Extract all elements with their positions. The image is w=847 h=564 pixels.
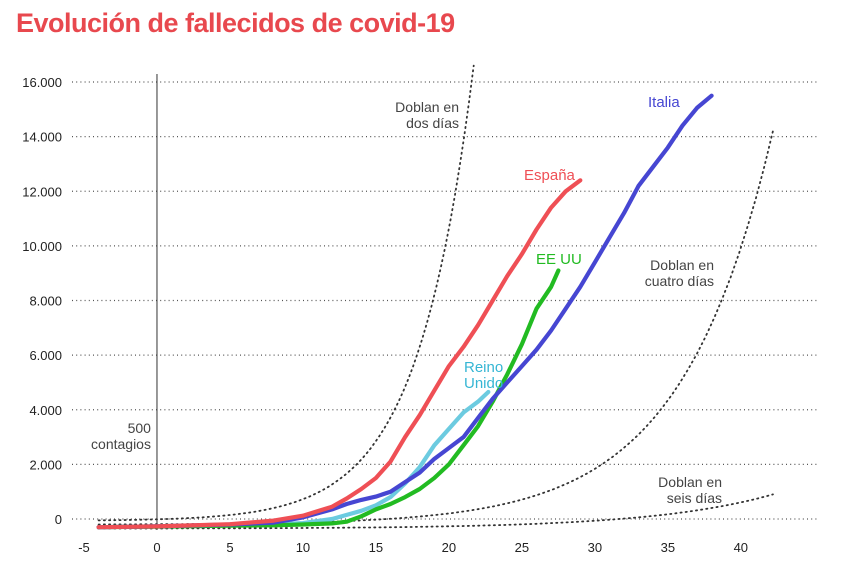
reference-curve-label: dos días	[406, 115, 459, 131]
x-tick-label: -5	[78, 540, 90, 555]
series-label-ee-uu: EE UU	[536, 251, 582, 268]
reference-curve-label: seis días	[667, 490, 722, 506]
y-tick-label: 2.000	[29, 457, 62, 472]
x-tick-label: 25	[515, 540, 529, 555]
y-tick-label: 6.000	[29, 348, 62, 363]
y-tick-label: 4.000	[29, 403, 62, 418]
curve-doblan-dos-dias	[97, 64, 475, 522]
y-tick-label: 16.000	[22, 75, 62, 90]
grid: 0 2.000 4.000 6.000 8.000 10.000 12.000 14.000 1…	[22, 74, 818, 555]
series-line-ee-uu	[96, 268, 561, 530]
series-label-espana: España	[524, 167, 576, 184]
y-tick-label: 14.000	[22, 130, 62, 145]
series-label-reino-unido: Reino	[464, 359, 503, 376]
reference-curve-label: cuatro días	[645, 273, 714, 289]
x-tick-label: 35	[661, 540, 675, 555]
x-tick-label: 10	[296, 540, 310, 555]
x-tick-label: 40	[734, 540, 748, 555]
series-label-reino-unido: Unido	[464, 375, 503, 392]
x-tick-label: 30	[588, 540, 602, 555]
series-lines	[96, 93, 714, 530]
x-tick-label: 20	[442, 540, 456, 555]
series-line-espana	[96, 178, 583, 530]
y-tick-label: 10.000	[22, 239, 62, 254]
x-tick-label: 0	[153, 540, 160, 555]
y-tick-label: 8.000	[29, 294, 62, 309]
curve-doblan-cuatro-dias	[97, 130, 774, 526]
reference-curve-label: Doblan en	[650, 257, 714, 273]
x-tick-label: 15	[369, 540, 383, 555]
series-line-italia	[96, 93, 714, 530]
reference-line-label: 500	[128, 420, 152, 436]
reference-curves	[97, 64, 774, 530]
y-tick-label: 12.000	[22, 184, 62, 199]
series-label-italia: Italia	[648, 94, 680, 111]
reference-line-label: contagios	[91, 436, 151, 452]
x-tick-label: 5	[226, 540, 233, 555]
y-tick-label: 0	[55, 512, 62, 527]
reference-curve-label: Doblan en	[658, 474, 722, 490]
chart-title: Evolución de fallecidos de covid-19	[16, 8, 455, 38]
curve-doblan-seis-dias	[97, 493, 774, 530]
reference-curve-label: Doblan en	[395, 99, 459, 115]
